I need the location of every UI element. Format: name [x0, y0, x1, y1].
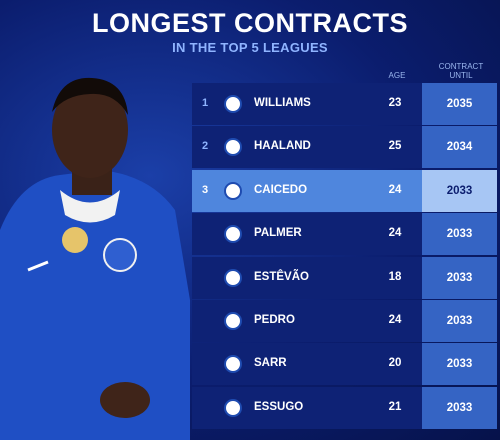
subtitle: IN THE TOP 5 LEAGUES [172, 40, 328, 55]
club-logo [224, 398, 242, 417]
table-row: SARR 20 2033 [192, 343, 497, 386]
club-logo [224, 355, 242, 374]
player-name: ESTÊVÃO [254, 270, 309, 283]
contract-until: 2033 [422, 213, 497, 256]
age: 18 [388, 270, 402, 283]
age: 21 [388, 400, 402, 413]
age: 24 [388, 183, 402, 196]
club-logo [224, 225, 242, 244]
club-logo [224, 138, 242, 157]
table-row: 1 WILLIAMS 23 2035 [192, 83, 497, 125]
club-logo [224, 268, 242, 287]
table-row: ESSUGO 21 2033 [192, 386, 497, 429]
player-name: WILLIAMS [254, 97, 311, 109]
player-name: SARR [254, 357, 287, 370]
contract-until: 2033 [422, 256, 497, 299]
rank: 3 [202, 183, 209, 196]
player-name: HAALAND [254, 140, 311, 153]
contract-until: 2034 [422, 126, 497, 169]
club-logo [224, 95, 242, 113]
player-name: CAICEDO [254, 183, 308, 196]
age: 24 [388, 314, 402, 326]
contract-until: 2033 [422, 386, 497, 429]
player-name: PEDRO [254, 314, 295, 326]
age: 20 [388, 357, 402, 370]
column-header: CONTRACT UNTIL [438, 62, 484, 80]
table-row: PEDRO 24 2033 [192, 300, 497, 342]
club-logo [224, 181, 242, 200]
table-row: ESTÊVÃO 18 2033 [192, 256, 497, 299]
age: 24 [388, 227, 402, 240]
player-name: PALMER [254, 227, 302, 240]
column-header: AGE [388, 71, 406, 80]
table-row: PALMER 24 2033 [192, 213, 497, 256]
club-logo [224, 312, 242, 330]
table-row: 2 HAALAND 25 2034 [192, 126, 497, 169]
rank: 1 [202, 97, 209, 109]
age: 23 [388, 97, 402, 109]
table-row: 3 CAICEDO 24 2033 [192, 169, 497, 212]
rank: 2 [202, 140, 209, 153]
contract-until: 2033 [422, 343, 497, 386]
contract-until: 2033 [422, 300, 497, 342]
contract-until: 2033 [422, 169, 497, 212]
player-photo [0, 77, 190, 440]
contract-until: 2035 [422, 83, 497, 125]
player-name: ESSUGO [254, 400, 304, 413]
age: 25 [388, 140, 402, 153]
title: LONGEST CONTRACTS [92, 8, 408, 38]
